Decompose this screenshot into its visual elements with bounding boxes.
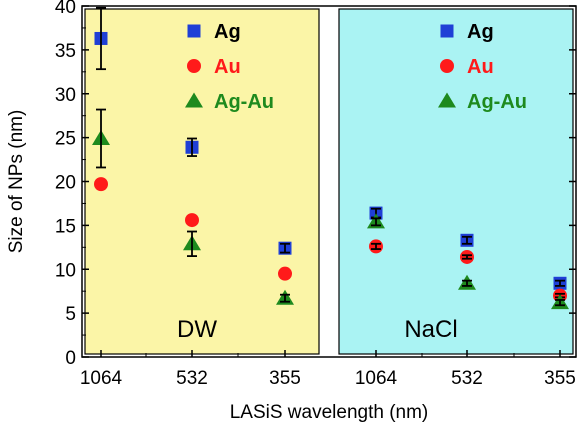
x-tick-label: 355: [269, 368, 301, 389]
ticks-layer: 0 5 10 15 20 25 30 35 40 1064 532 355 1064 532 355: [55, 0, 576, 389]
x-tick-label: 1064: [355, 368, 398, 389]
x-tick-label: 355: [544, 368, 576, 389]
x-axis-title: LASiS wavelength (nm): [230, 402, 429, 423]
legend-marker-ag: [187, 24, 201, 38]
y-tick-label: 40: [55, 0, 76, 18]
marks-layer: [92, 6, 569, 310]
legend-label-ag-au: Ag-Au: [467, 91, 527, 113]
legend-label-ag-au: Ag-Au: [214, 91, 274, 113]
legend-marker-ag-au: [438, 92, 456, 108]
legend-layer: Ag Au Ag-Au Ag Au Ag-Au: [185, 21, 527, 113]
x-tick-label: 1064: [80, 368, 123, 389]
x-tick-label: 532: [451, 368, 483, 389]
y-tick-label: 5: [65, 304, 76, 325]
legend-marker-ag: [440, 24, 454, 38]
y-tick-label: 25: [55, 129, 76, 150]
y-tick-label: 30: [55, 85, 76, 106]
y-tick-label: 0: [65, 348, 76, 369]
legend-label-au: Au: [467, 56, 494, 78]
legend-label-ag: Ag: [214, 21, 241, 43]
panel-background-dw: [84, 8, 320, 355]
panels-layer: DW NaCl: [84, 8, 574, 355]
y-axis-title: Size of NPs (nm): [6, 110, 27, 254]
legend-marker-au: [440, 59, 454, 73]
panel-label-dw: DW: [177, 316, 217, 343]
y-tick-label: 15: [55, 216, 76, 237]
data-point-au: [94, 177, 108, 192]
panel-label-nacl: NaCl: [404, 316, 457, 343]
panel-background-nacl: [338, 8, 574, 355]
y-tick-label: 10: [55, 260, 76, 281]
legend-label-au: Au: [214, 56, 241, 78]
legend-marker-au: [187, 59, 201, 73]
legend-marker-ag-au: [185, 92, 203, 108]
y-tick-label: 35: [55, 41, 76, 62]
plot-frame: [81, 5, 577, 358]
data-point-au: [185, 213, 199, 228]
data-point-au: [278, 266, 292, 281]
legend-label-ag: Ag: [467, 21, 494, 43]
x-tick-label: 532: [176, 368, 208, 389]
y-tick-label: 20: [55, 173, 76, 194]
